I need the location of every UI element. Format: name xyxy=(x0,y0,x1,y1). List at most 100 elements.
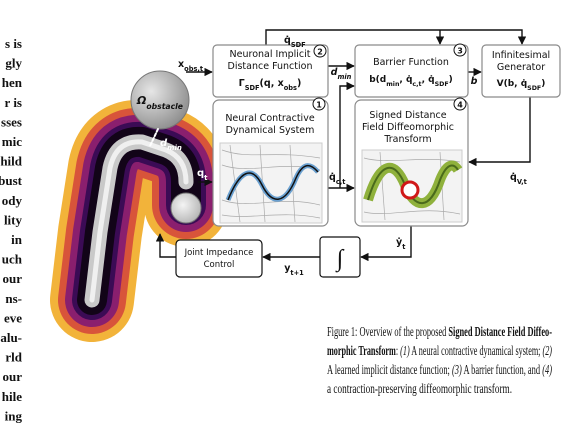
side-text-fragment: ns- xyxy=(5,291,22,306)
caption-run: a contraction-preserving diffeomorphic t… xyxy=(327,382,512,397)
label-part: b(d xyxy=(369,75,386,85)
label-part: ẏ xyxy=(396,237,403,248)
label-part: Ω xyxy=(136,94,146,107)
step-number: 4 xyxy=(457,101,463,110)
signal-label: q̇SDF xyxy=(284,35,306,49)
side-text-fragment: s is xyxy=(5,36,22,51)
caption-line: Figure 1: Overview of the proposed Signe… xyxy=(327,325,552,340)
box-title: Signed Distance xyxy=(369,110,446,121)
box-title: Generator xyxy=(497,62,545,73)
side-text-fragment: hild xyxy=(0,154,22,169)
side-text-fragment: mic xyxy=(2,134,22,149)
caption-run: Figure 1: Overview of the proposed xyxy=(327,325,448,340)
box-formula: V(b, q̇SDF) xyxy=(497,78,546,92)
signal-label: dmin xyxy=(331,67,352,81)
side-text-fragment: r is xyxy=(5,95,22,110)
label-part: t xyxy=(204,174,208,182)
box-title: Neuronal Implicit xyxy=(230,49,311,60)
side-text-fragment: ody xyxy=(2,193,23,208)
caption-run: morphic Transform xyxy=(327,344,396,359)
side-text-fragment: sses xyxy=(1,114,22,129)
box-formula: b(dmin, q̇c,t, q̇SDF) xyxy=(369,74,453,88)
caption-run: A neural contractive dynamical system; xyxy=(410,344,543,359)
box-title: Joint Impedance xyxy=(184,248,254,258)
label-part: obs xyxy=(284,84,297,92)
caption-run: Signed Distance Field Diffeo- xyxy=(448,325,552,340)
box-title: Neural Contractive xyxy=(225,113,314,124)
label-part: y xyxy=(284,263,291,274)
signal-label: xobs,t xyxy=(178,59,204,73)
caption-run: A learned implicit distance function; xyxy=(327,363,452,378)
figure-texts: Neuronal Implicit Distance Function Barr… xyxy=(184,47,551,274)
label-part: q̇ xyxy=(510,172,517,183)
box-title: Barrier Function xyxy=(373,57,449,68)
signal-label: yt+1 xyxy=(284,263,304,277)
side-text-fragment: uch xyxy=(2,252,23,267)
signal-label: ẏt xyxy=(396,237,406,251)
box-title: Field Diffeomorphic xyxy=(362,122,454,133)
label-part: q̇ xyxy=(284,35,291,46)
side-text-fragment: hile xyxy=(2,389,22,404)
robot-illustration xyxy=(50,70,228,342)
label-part: SDF xyxy=(291,41,306,49)
label-part: b xyxy=(471,76,478,87)
side-text-fragment: hen xyxy=(2,75,23,90)
side-text-fragment: in xyxy=(11,232,23,247)
label-part: , q̇ xyxy=(399,74,412,85)
caption-line: morphic Transform: (1) A neural contract… xyxy=(327,344,552,359)
box-title: Transform xyxy=(383,134,431,145)
label-part: SDF xyxy=(245,84,260,92)
side-text-fragment: bust xyxy=(0,173,23,188)
obstacle-label: Ωobstacle xyxy=(136,94,183,111)
box-title: Infinitesimal xyxy=(492,50,550,61)
label-part: (q, x xyxy=(260,78,284,89)
label-part: V(b, q̇ xyxy=(497,78,528,89)
label-part: obs,t xyxy=(184,65,204,73)
label-part: ) xyxy=(449,75,453,85)
label-part: min xyxy=(167,144,182,152)
contractive-plot xyxy=(219,142,323,224)
label-part: , q̇ xyxy=(422,74,435,85)
diffeomorphic-plot xyxy=(361,149,463,223)
signal-label: q̇V,t xyxy=(510,172,528,186)
label-part: c,t xyxy=(336,178,346,186)
label-part: V,t xyxy=(517,178,528,186)
caption-run: : xyxy=(396,344,400,359)
label-part: x xyxy=(178,59,184,70)
caption-line: A learned implicit distance function; (3… xyxy=(327,363,552,378)
label-part: SDF xyxy=(527,85,541,92)
side-text-fragment: ing xyxy=(5,408,23,423)
box-title: Dynamical System xyxy=(226,125,315,136)
label-part: c,t xyxy=(412,81,421,88)
distance-label: dmin xyxy=(160,138,182,152)
side-text-fragment: alu- xyxy=(0,330,22,345)
caption-run: A barrier function, and xyxy=(462,363,542,378)
label-part: min xyxy=(337,73,351,81)
label-part: d xyxy=(160,138,168,149)
joint-state-label: qt xyxy=(197,168,208,182)
caption-run: (2) xyxy=(542,344,552,359)
label-part: q xyxy=(197,168,204,179)
signal-label: q̇c,t xyxy=(329,172,346,186)
label-part: q̇ xyxy=(329,172,336,183)
label-part: d xyxy=(331,67,338,78)
caption-line: a contraction-preserving diffeomorphic t… xyxy=(327,382,512,397)
caption-run: (3) xyxy=(452,363,462,378)
side-text-fragment: rld xyxy=(5,350,22,365)
label-part: t+1 xyxy=(290,269,304,277)
side-text-fragment: lity xyxy=(4,212,23,227)
label-part: ) xyxy=(541,79,545,89)
label-part: obstacle xyxy=(146,102,183,111)
connections xyxy=(155,29,531,262)
side-text-fragment: our xyxy=(3,271,23,286)
label-part: ) xyxy=(297,78,301,89)
box-title: Distance Function xyxy=(228,61,313,72)
label-part: min xyxy=(386,81,399,88)
step-number: 2 xyxy=(317,48,323,57)
integral-symbol: ∫ xyxy=(335,246,345,273)
label-part: t xyxy=(402,243,406,251)
signal-label: b xyxy=(471,76,478,87)
step-number: 1 xyxy=(316,101,322,110)
